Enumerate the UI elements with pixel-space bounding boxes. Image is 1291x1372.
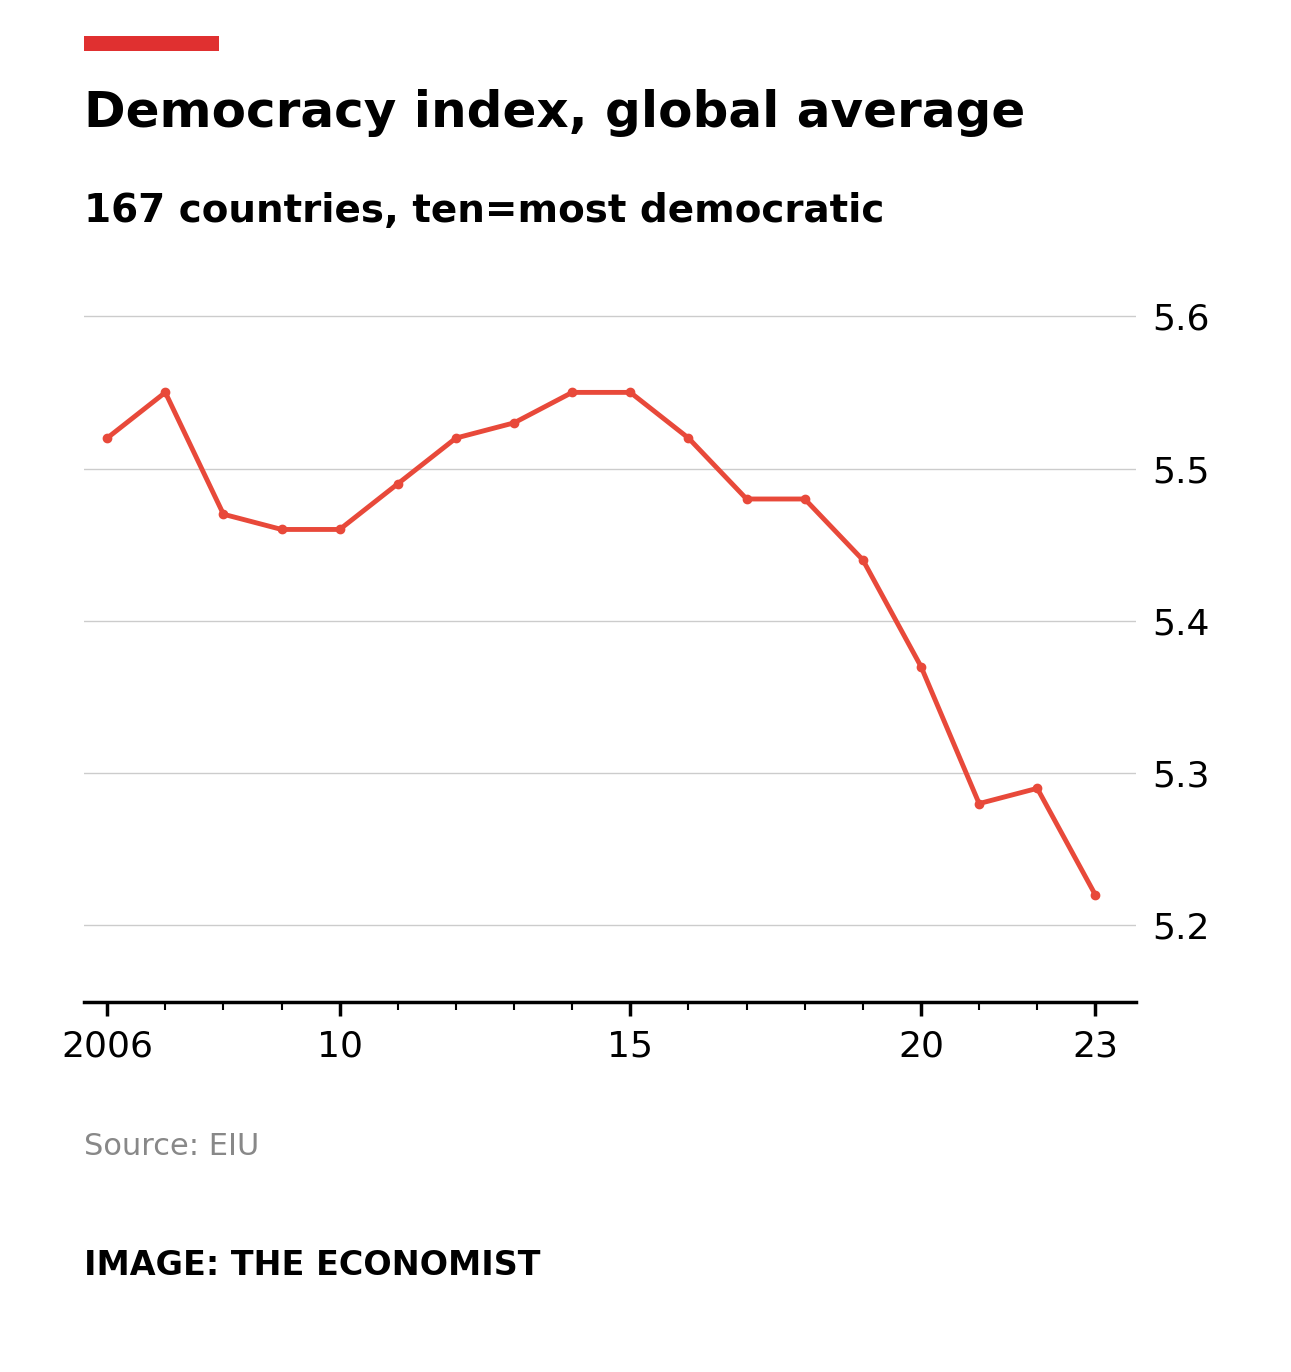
- Text: Source: EIU: Source: EIU: [84, 1132, 259, 1161]
- Text: 167 countries, ten=most democratic: 167 countries, ten=most democratic: [84, 192, 884, 230]
- Text: IMAGE: THE ECONOMIST: IMAGE: THE ECONOMIST: [84, 1249, 541, 1281]
- Text: Democracy index, global average: Democracy index, global average: [84, 89, 1025, 137]
